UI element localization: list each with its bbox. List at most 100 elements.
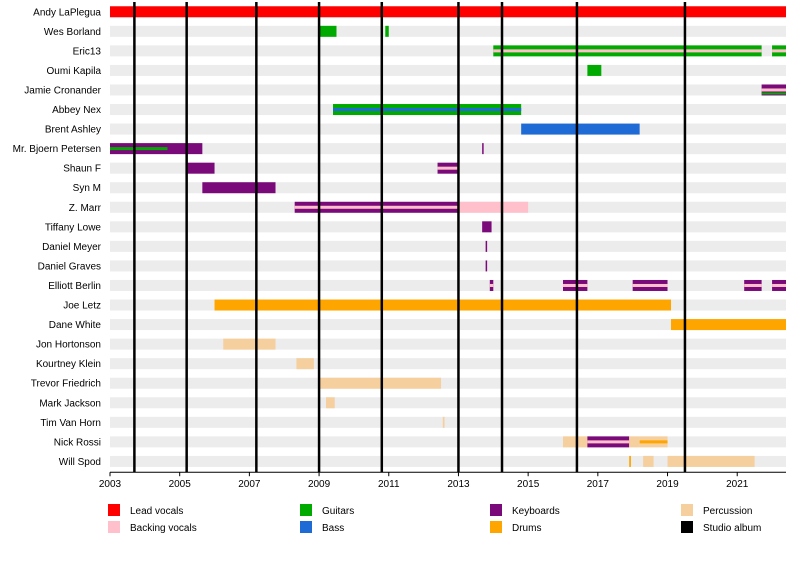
- secondary-role-stripe-backing-vocals: [587, 440, 630, 444]
- membership-bar-guitars: [385, 25, 389, 37]
- membership-bar-drums: [629, 455, 631, 467]
- secondary-role-stripe-backing-vocals: [489, 283, 494, 287]
- row-background: [110, 279, 786, 291]
- row-background: [110, 123, 786, 135]
- row-background: [110, 84, 786, 96]
- member-name: Mark Jackson: [39, 398, 101, 409]
- x-tick-label: 2017: [587, 479, 610, 490]
- member-name: Dane White: [49, 320, 102, 331]
- membership-bar-percussion: [562, 436, 588, 448]
- legend-swatch-backing-vocals: [108, 521, 120, 533]
- membership-bar-percussion: [643, 455, 654, 467]
- member-name: Elliott Berlin: [48, 281, 101, 292]
- legend-swatch-drums: [490, 521, 502, 533]
- legend-swatch-keyboards: [490, 504, 502, 516]
- legend-label: Backing vocals: [130, 523, 197, 534]
- secondary-role-stripe-bass: [333, 108, 522, 112]
- membership-bar-keyboards: [482, 143, 484, 155]
- membership-bar-keyboards: [485, 240, 488, 252]
- secondary-role-stripe-backing-vocals: [294, 205, 459, 209]
- membership-bar-guitars: [319, 25, 337, 37]
- membership-bar-percussion: [319, 377, 442, 389]
- row-background: [110, 260, 786, 272]
- secondary-role-stripe-backing-vocals: [761, 88, 786, 92]
- x-tick-label: 2003: [99, 479, 122, 490]
- member-name: Joe Letz: [63, 301, 101, 312]
- row-background: [110, 64, 786, 76]
- secondary-role-stripe-backing-vocals: [772, 283, 786, 287]
- legend-swatch-studio-album: [681, 521, 693, 533]
- membership-bar-percussion: [629, 436, 640, 448]
- membership-bar-keyboards: [186, 162, 215, 174]
- member-name: Jon Hortonson: [36, 340, 101, 351]
- legend-label: Percussion: [703, 506, 752, 517]
- x-tick-label: 2021: [726, 479, 749, 490]
- member-name: Shaun F: [63, 164, 101, 175]
- legend-swatch-lead-vocals: [108, 504, 120, 516]
- x-axis: 2003 2005 2007 2009 2011 2013 2015 2017 2019 2021: [99, 471, 786, 490]
- membership-bar-keyboards: [202, 182, 276, 194]
- secondary-role-stripe-backing-vocals: [437, 166, 459, 170]
- member-name: Trevor Friedrich: [31, 379, 101, 390]
- membership-bar-drums: [671, 319, 786, 331]
- row-background: [110, 221, 786, 233]
- member-name: Syn M: [73, 183, 101, 194]
- row-background: [110, 45, 786, 57]
- membership-bar-keyboards: [485, 260, 488, 272]
- membership-bar-percussion: [223, 338, 276, 350]
- row-background: [110, 358, 786, 370]
- x-tick-label: 2009: [308, 479, 331, 490]
- legend-label: Bass: [322, 523, 344, 534]
- x-tick-label: 2011: [378, 479, 400, 490]
- row-background: [110, 436, 786, 448]
- member-name: Daniel Graves: [38, 261, 101, 272]
- membership-bar-percussion: [442, 416, 445, 428]
- membership-bar-bass: [521, 123, 640, 135]
- member-name: Abbey Nex: [52, 105, 101, 116]
- secondary-role-stripe-backing-vocals: [632, 283, 668, 287]
- member-name: Mr. Bjoern Petersen: [13, 144, 101, 155]
- legend-label: Keyboards: [512, 506, 560, 517]
- membership-bar-percussion: [667, 455, 755, 467]
- row-background: [110, 25, 786, 37]
- row-background: [110, 240, 786, 252]
- legend-swatch-percussion: [681, 504, 693, 516]
- row-background: [110, 377, 786, 389]
- member-name: Kourtney Klein: [36, 359, 101, 370]
- studio-album-lines: [133, 2, 687, 473]
- legend: Lead vocals Backing vocals Guitars Bass Keyb…: [108, 504, 761, 534]
- legend-swatch-guitars: [300, 504, 312, 516]
- membership-bar-percussion: [296, 358, 314, 370]
- legend-swatch-bass: [300, 521, 312, 533]
- membership-bar-lead-vocals: [110, 6, 786, 18]
- row-background: [110, 397, 786, 409]
- tertiary-role-stripe-guitars: [761, 92, 786, 95]
- member-name: Wes Borland: [44, 27, 101, 38]
- row-background: [110, 319, 786, 331]
- membership-bar-keyboards: [482, 221, 492, 233]
- secondary-role-stripe-drums: [639, 440, 668, 444]
- row-background: [110, 338, 786, 350]
- secondary-role-stripe-guitars: [110, 147, 168, 151]
- x-tick-label: 2019: [656, 479, 679, 490]
- membership-bar-drums: [214, 299, 672, 311]
- row-background: [110, 455, 786, 467]
- row-background: [110, 416, 786, 428]
- member-name: Eric13: [73, 46, 102, 57]
- member-labels: Andy LaPlegua Wes Borland Eric13 Oumi Kapil…: [13, 7, 102, 468]
- member-name: Nick Rossi: [54, 437, 101, 448]
- legend-label: Drums: [512, 523, 541, 534]
- x-tick-label: 2005: [169, 479, 192, 490]
- legend-label: Lead vocals: [130, 506, 183, 517]
- x-tick-label: 2013: [447, 479, 470, 490]
- member-name: Tiffany Lowe: [45, 222, 102, 233]
- member-name: Jamie Cronander: [24, 85, 101, 96]
- member-name: Will Spod: [59, 457, 101, 468]
- secondary-role-stripe-backing-vocals: [493, 49, 762, 53]
- legend-label: Guitars: [322, 506, 354, 517]
- member-name: Oumi Kapila: [47, 66, 102, 77]
- x-tick-label: 2015: [517, 479, 540, 490]
- member-name: Daniel Meyer: [42, 242, 102, 253]
- secondary-role-stripe-backing-vocals: [772, 49, 786, 53]
